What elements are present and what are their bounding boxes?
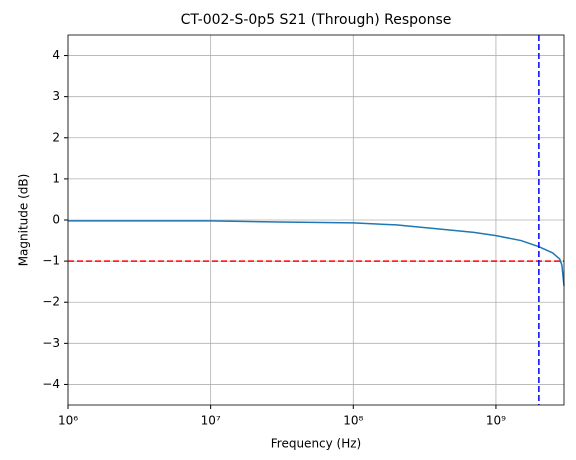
y-tick-label: −3 bbox=[42, 336, 60, 350]
y-tick-label: 3 bbox=[52, 89, 60, 103]
y-tick-label: 4 bbox=[52, 48, 60, 62]
y-tick-label: 0 bbox=[52, 213, 60, 227]
y-tick-label: 1 bbox=[52, 171, 60, 185]
y-tick-label: −2 bbox=[42, 295, 60, 309]
data-line bbox=[68, 220, 565, 286]
y-axis-label: Magnitude (dB) bbox=[17, 174, 31, 267]
y-tick-label: −4 bbox=[42, 377, 60, 391]
plot-frame bbox=[67, 34, 565, 406]
y-tick-label: 2 bbox=[52, 130, 60, 144]
x-tick-label: 10⁶ bbox=[58, 414, 78, 428]
chart-title: CT-002-S-0p5 S21 (Through) Response bbox=[181, 12, 452, 28]
x-tick-label: 10⁸ bbox=[343, 414, 363, 428]
x-axis-label: Frequency (Hz) bbox=[271, 437, 362, 451]
x-tick-label: 10⁷ bbox=[201, 414, 221, 428]
x-tick-label: 10⁹ bbox=[486, 414, 506, 428]
y-tick-label: −1 bbox=[42, 254, 60, 268]
